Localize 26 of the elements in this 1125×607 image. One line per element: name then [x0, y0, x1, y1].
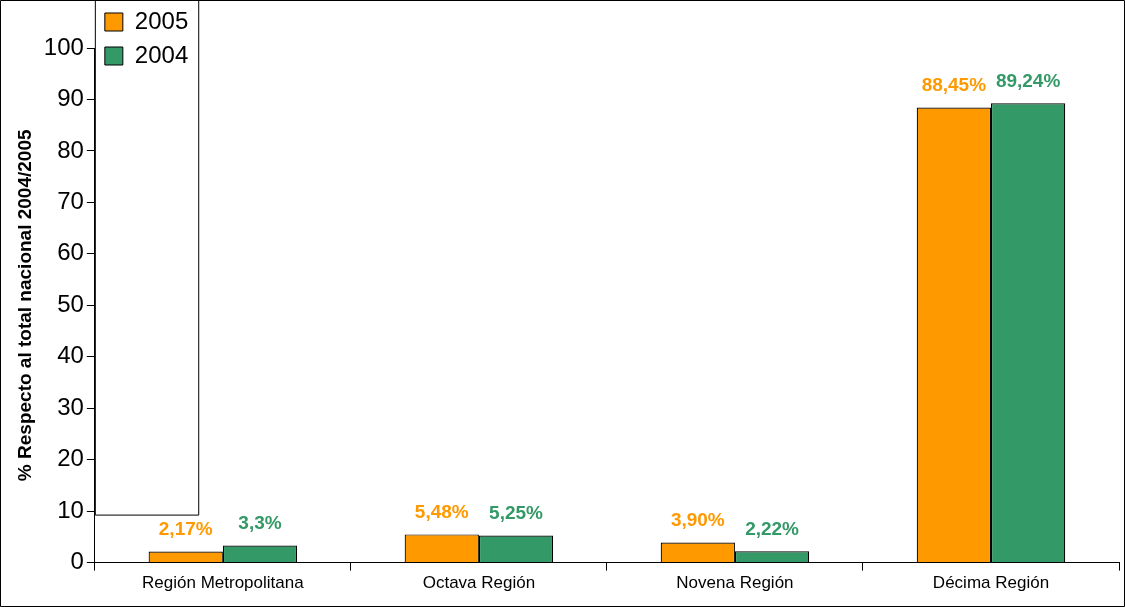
y-axis-title: % Respecto al total nacional 2004/2005	[13, 129, 35, 482]
data-label: 5,48%	[414, 501, 469, 523]
data-label: 88,45%	[921, 74, 987, 96]
x-tick-label: Octava Región	[422, 573, 536, 593]
x-tick-label: Región Metropolitana	[142, 573, 305, 593]
data-label: 89,24%	[995, 70, 1061, 92]
y-tick-label: 70	[57, 187, 84, 215]
data-label: 2,17%	[158, 518, 213, 540]
y-tick-label: 30	[57, 392, 84, 420]
x-tick-label: Novena Región	[676, 573, 794, 593]
y-tick-label: 20	[57, 444, 84, 472]
y-tick-label: 100	[43, 32, 84, 60]
x-tick-label: Décima Región	[932, 573, 1050, 593]
data-label: 3,3%	[238, 512, 282, 534]
y-tick-label: 10	[57, 495, 84, 523]
data-label: 2,22%	[745, 517, 800, 539]
y-tick-label: 40	[57, 341, 84, 369]
data-label: 3,90%	[670, 509, 725, 531]
y-tick-label: 50	[57, 289, 84, 317]
data-label: 5,25%	[489, 502, 544, 524]
legend-label: 2004	[134, 40, 189, 68]
y-tick-label: 60	[57, 238, 84, 266]
y-tick-label: 80	[57, 135, 84, 163]
y-tick-label: 0	[70, 547, 84, 575]
y-tick-label: 90	[57, 84, 84, 112]
legend-label: 2005	[134, 6, 189, 34]
